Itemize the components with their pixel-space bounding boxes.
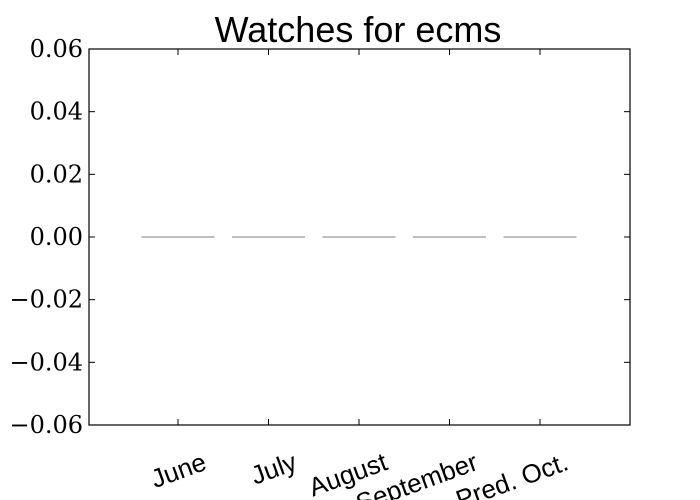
y-tick-label: −0.02 [9, 286, 83, 314]
x-tick-label: June [147, 446, 210, 493]
y-tick-label: 0.06 [30, 35, 83, 63]
y-tick-label: 0.02 [30, 160, 83, 188]
y-tick-label: 0.04 [30, 98, 83, 126]
y-axis: 0.06 0.04 0.02 0.00 −0.02 −0.04 −0.06 [9, 35, 630, 439]
chart-title: Watches for ecms [215, 9, 502, 50]
y-tick-label: 0.00 [30, 223, 83, 251]
y-tick-label: −0.04 [9, 348, 83, 376]
y-tick-label: −0.06 [9, 411, 83, 439]
x-tick-label: July [247, 446, 301, 490]
